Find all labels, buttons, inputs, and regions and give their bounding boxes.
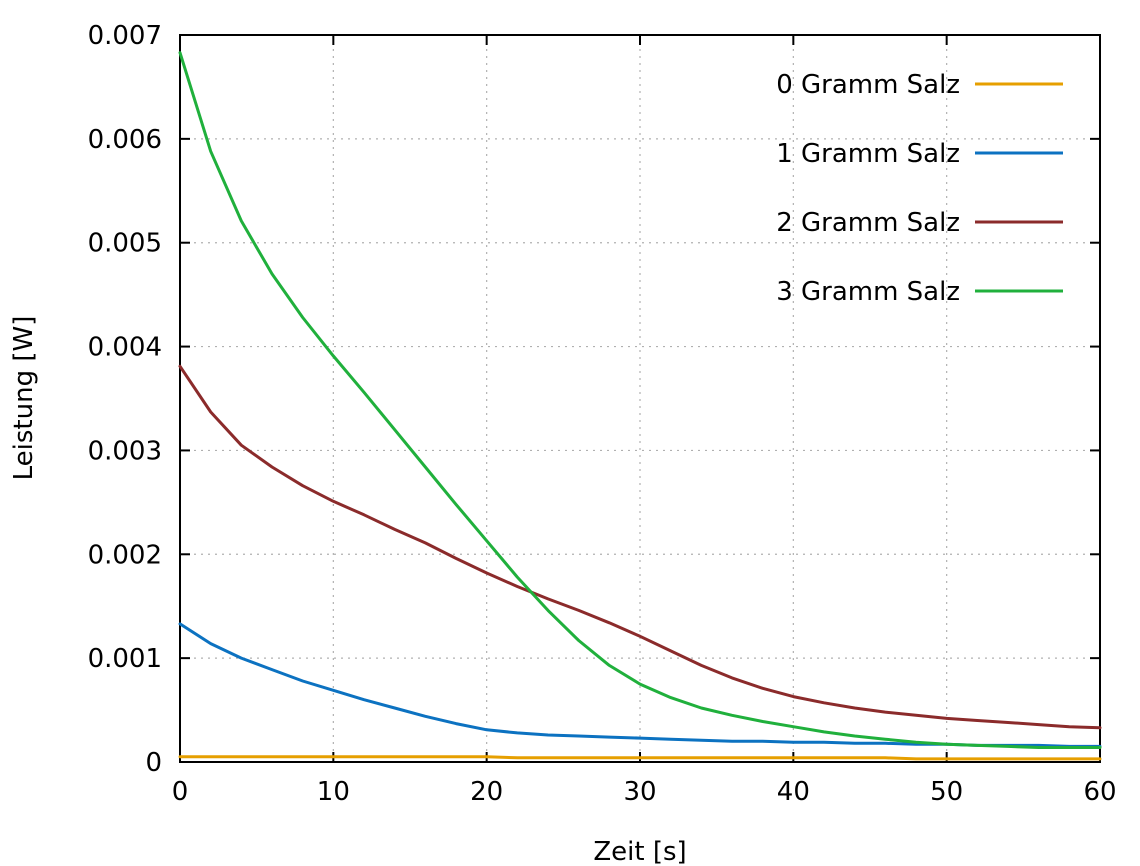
legend-label-1: 1 Gramm Salz: [776, 139, 960, 169]
x-tick-label: 40: [777, 777, 810, 807]
y-tick-label: 0.005: [88, 229, 162, 259]
x-tick-label: 20: [470, 777, 503, 807]
legend-label-3: 3 Gramm Salz: [776, 277, 960, 307]
y-tick-label: 0.003: [88, 436, 162, 466]
legend: 0 Gramm Salz 1 Gramm Salz 2 Gramm Salz 3 Gr…: [776, 70, 1063, 307]
series-line-0: [178, 755, 1102, 761]
y-tick-label: 0.001: [88, 644, 162, 674]
axis-ticks: 0 10 20 30 40 50 60 0 0.001 0.002 0.003 0.004 0.005 0…: [88, 21, 1117, 807]
series-line-2: [178, 364, 1102, 730]
grid: [180, 35, 1100, 762]
y-axis-title: Leistung [W]: [9, 316, 39, 481]
x-tick-label: 50: [930, 777, 963, 807]
legend-label-0: 0 Gramm Salz: [776, 70, 960, 100]
series-line-3: [178, 51, 1102, 749]
x-tick-label: 30: [623, 777, 656, 807]
y-tick-label: 0: [145, 748, 162, 778]
y-tick-label: 0.007: [88, 21, 162, 51]
x-tick-label: 0: [172, 777, 189, 807]
x-tick-label: 60: [1083, 777, 1116, 807]
x-axis-title: Zeit [s]: [593, 837, 686, 866]
series-lines: [178, 51, 1102, 761]
x-tick-label: 10: [317, 777, 350, 807]
y-tick-label: 0.006: [88, 125, 162, 155]
legend-label-2: 2 Gramm Salz: [776, 208, 960, 238]
y-tick-label: 0.002: [88, 540, 162, 570]
y-tick-label: 0.004: [88, 333, 162, 363]
